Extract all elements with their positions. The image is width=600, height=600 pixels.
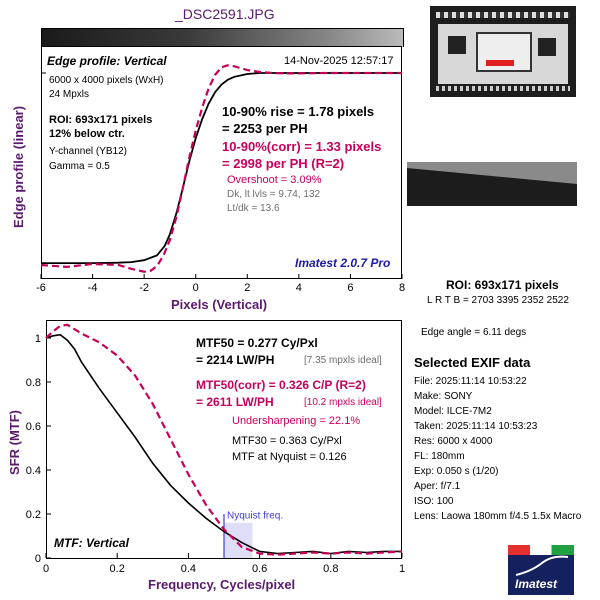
- mtf-panel-title: MTF: Vertical: [54, 536, 129, 550]
- exif-aperture: Aper: f/7.1: [414, 481, 461, 492]
- exif-taken: Taken: 2025:11:14 10:53:23: [414, 421, 538, 432]
- edge-x-tick-label: 4: [296, 282, 302, 294]
- mtf50-corr-ideal: [10.2 mpxls ideal]: [304, 397, 382, 408]
- mtf-at-nyquist: MTF at Nyquist = 0.126: [232, 451, 347, 463]
- mtf50-corr-value: MTF50(corr) = 0.326 C/P (R=2): [196, 378, 366, 392]
- mtf50-ideal: [7.35 mpxls ideal]: [304, 355, 382, 366]
- roi-size: ROI: 693x171 pixels: [49, 114, 153, 126]
- gamma: Gamma = 0.5: [49, 161, 110, 172]
- mtf-x-axis-label: Frequency, Cycles/pixel: [148, 577, 296, 592]
- exif-iso: ISO: 100: [414, 496, 454, 507]
- mtf-y-tick-label: 0.6: [26, 421, 41, 433]
- mtf-x-tick-label: 0: [43, 563, 49, 575]
- mtf-y-tick-label: 0.4: [26, 465, 41, 477]
- mtf50-lwph: = 2214 LW/PH: [196, 353, 275, 367]
- exif-title: Selected EXIF data: [414, 355, 531, 370]
- edge-measured-line: [41, 72, 402, 264]
- mtf-y-tick-label: 1: [35, 333, 41, 345]
- roi-position: 12% below ctr.: [49, 128, 125, 140]
- edge-x-tick-label: 2: [244, 282, 250, 294]
- mtf50-value: MTF50 = 0.277 Cy/Pxl: [196, 336, 318, 350]
- mtf-x-tick-label: 0.8: [323, 563, 338, 575]
- file-title: _DSC2591.JPG: [175, 6, 275, 22]
- undersharpening: Undersharpening = 22.1%: [232, 415, 361, 427]
- edge-x-tick-label: 8: [399, 282, 405, 294]
- edge-panel-timestamp: 14-Nov-2025 12:57:17: [284, 55, 394, 67]
- edge-corrected-line: [40, 64, 402, 273]
- rise-per-ph: = 2253 per PH: [222, 121, 308, 136]
- exif-model: Model: ILCE-7M2: [414, 406, 492, 417]
- mtf-y-tick-label: 0.2: [26, 509, 41, 521]
- mtf50-corr-lwph: = 2611 LW/PH: [196, 395, 274, 409]
- light-dark-ratio: Lt/dk = 13.6: [227, 203, 280, 214]
- exif-exposure: Exp: 0.050 s (1/20): [414, 466, 499, 477]
- roi-crop-image: [407, 162, 577, 206]
- image-mpxls: 24 Mpxls: [49, 89, 90, 100]
- nyquist-label: Nyquist freq.: [227, 510, 283, 521]
- exif-res: Res: 6000 x 4000: [414, 436, 493, 447]
- channel: Y-channel (YB12): [49, 146, 128, 157]
- roi-size-side: ROI: 693x171 pixels: [446, 278, 559, 292]
- mtf-x-tick-label: 0.4: [181, 563, 196, 575]
- exif-focal-length: FL: 180mm: [414, 451, 465, 462]
- edge-x-axis-label: Pixels (Vertical): [171, 297, 268, 312]
- edge-x-tick-label: -2: [139, 282, 149, 294]
- edge-x-tick-label: 0: [193, 282, 199, 294]
- rise-corr-per-ph: = 2998 per PH (R=2): [222, 156, 345, 171]
- mtf-y-tick-label: 0: [35, 553, 41, 565]
- mtf-corrected-line: [45, 323, 403, 556]
- imatest-logo: Imatest: [508, 545, 574, 595]
- edge-panel-gradient-bar: [41, 28, 404, 47]
- overshoot: Overshoot = 3.09%: [227, 174, 322, 186]
- mtf30-value: MTF30 = 0.363 Cy/Pxl: [232, 435, 342, 447]
- exif-lens: Lens: Laowa 180mm f/4.5 1.5x Macro: [414, 511, 582, 522]
- chart-thumbnail: [430, 6, 576, 97]
- levels: Dk, lt lvls = 9.74, 132: [227, 189, 321, 200]
- roi-coordinates: L R T B = 2703 3395 2352 2522: [427, 295, 569, 306]
- edge-x-tick-label: -6: [36, 282, 46, 294]
- image-size: 6000 x 4000 pixels (WxH): [49, 75, 164, 86]
- mtf-x-tick-label: 0.6: [252, 563, 267, 575]
- rise-value: 10-90% rise = 1.78 pixels: [222, 104, 375, 119]
- exif-make: Make: SONY: [414, 391, 473, 402]
- logo-text: Imatest: [515, 577, 558, 591]
- edge-x-tick-label: 6: [347, 282, 353, 294]
- mtf-panel-frame: [46, 320, 402, 559]
- edge-x-tick-label: -4: [88, 282, 98, 294]
- edge-angle: Edge angle = 6.11 degs: [421, 327, 527, 338]
- rise-corr-value: 10-90%(corr) = 1.33 pixels: [222, 139, 382, 154]
- mtf-x-tick-label: 0.2: [110, 563, 125, 575]
- mtf-y-tick-label: 0.8: [26, 377, 41, 389]
- imatest-version: Imatest 2.0.7 Pro: [295, 256, 391, 270]
- exif-file: File: 2025:11:14 10:53:22: [414, 376, 527, 387]
- edge-panel-title: Edge profile: Vertical: [47, 54, 167, 68]
- mtf-x-tick-label: 1: [399, 563, 405, 575]
- edge-panel-frame: [41, 46, 402, 279]
